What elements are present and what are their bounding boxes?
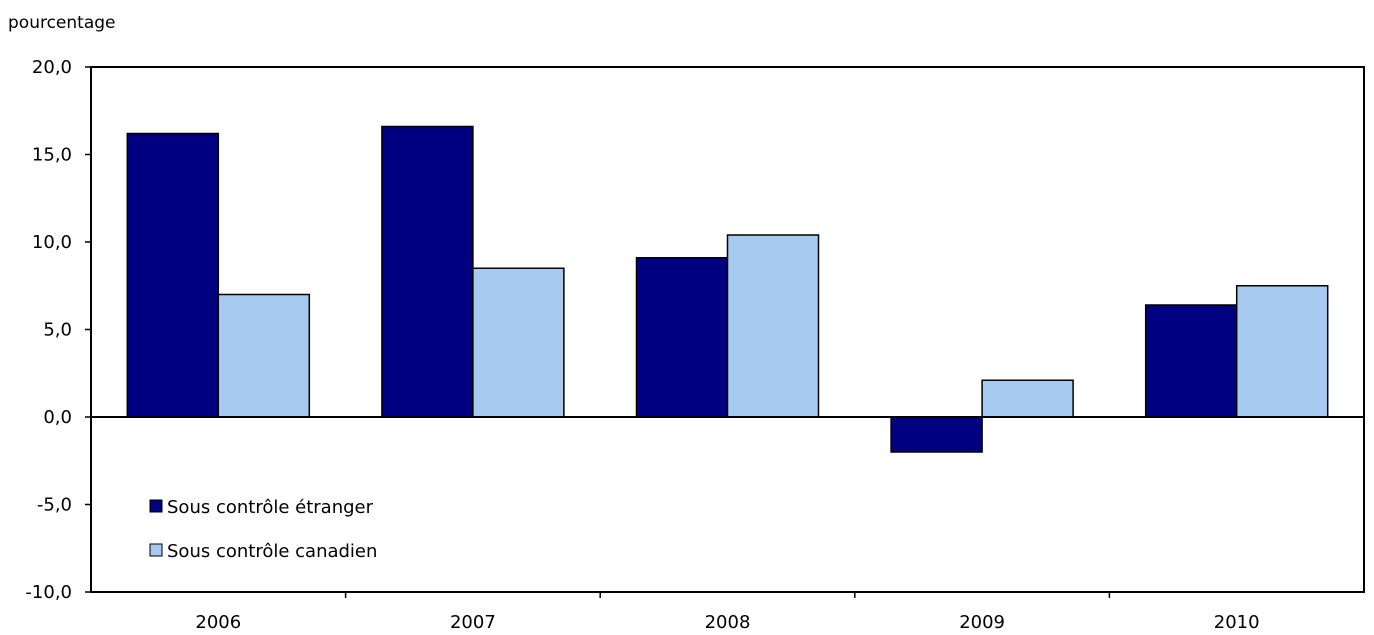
y-tick-label: 10,0	[32, 232, 72, 253]
legend-swatch-canadian	[149, 543, 163, 557]
bar-canadian-2009	[981, 379, 1074, 418]
y-tick-label: 20,0	[32, 57, 72, 78]
x-tick-label: 2010	[1214, 612, 1260, 633]
plot-area: -10,0 -5,0 0,0 5,0 10,0 15,0 20,0 2006 2007 2008 2…	[25, 57, 1365, 633]
bar-canadian-2007	[472, 267, 565, 418]
y-tick-label: 15,0	[32, 145, 72, 166]
bar-canadian-2006	[217, 293, 311, 418]
bar-foreign-2010	[1144, 304, 1238, 418]
bar-canadian-2010	[1235, 285, 1329, 418]
legend-label-canadian: Sous contrôle canadien	[167, 541, 377, 562]
bar-foreign-2008	[635, 257, 729, 418]
y-tick-label: 5,0	[43, 320, 72, 341]
bar-canadian-2008	[726, 234, 820, 418]
x-tick-label: 2007	[450, 612, 496, 633]
y-tick-label: -10,0	[25, 582, 72, 603]
y-axis-label: pourcentage	[8, 13, 116, 33]
bar-foreign-2009	[890, 416, 983, 453]
y-tick-label: -5,0	[37, 495, 72, 516]
x-tick-label: 2008	[705, 612, 751, 633]
legend-swatch-foreign	[149, 499, 163, 513]
legend-label-foreign: Sous contrôle étranger	[167, 497, 374, 518]
y-tick-label: 0,0	[43, 407, 72, 428]
bar-foreign-2006	[126, 132, 220, 418]
x-tick-label: 2009	[959, 612, 1005, 633]
bar-foreign-2007	[381, 125, 474, 418]
legend: Sous contrôle étranger Sous contrôle can…	[149, 497, 377, 562]
x-tick-label: 2006	[195, 612, 241, 633]
